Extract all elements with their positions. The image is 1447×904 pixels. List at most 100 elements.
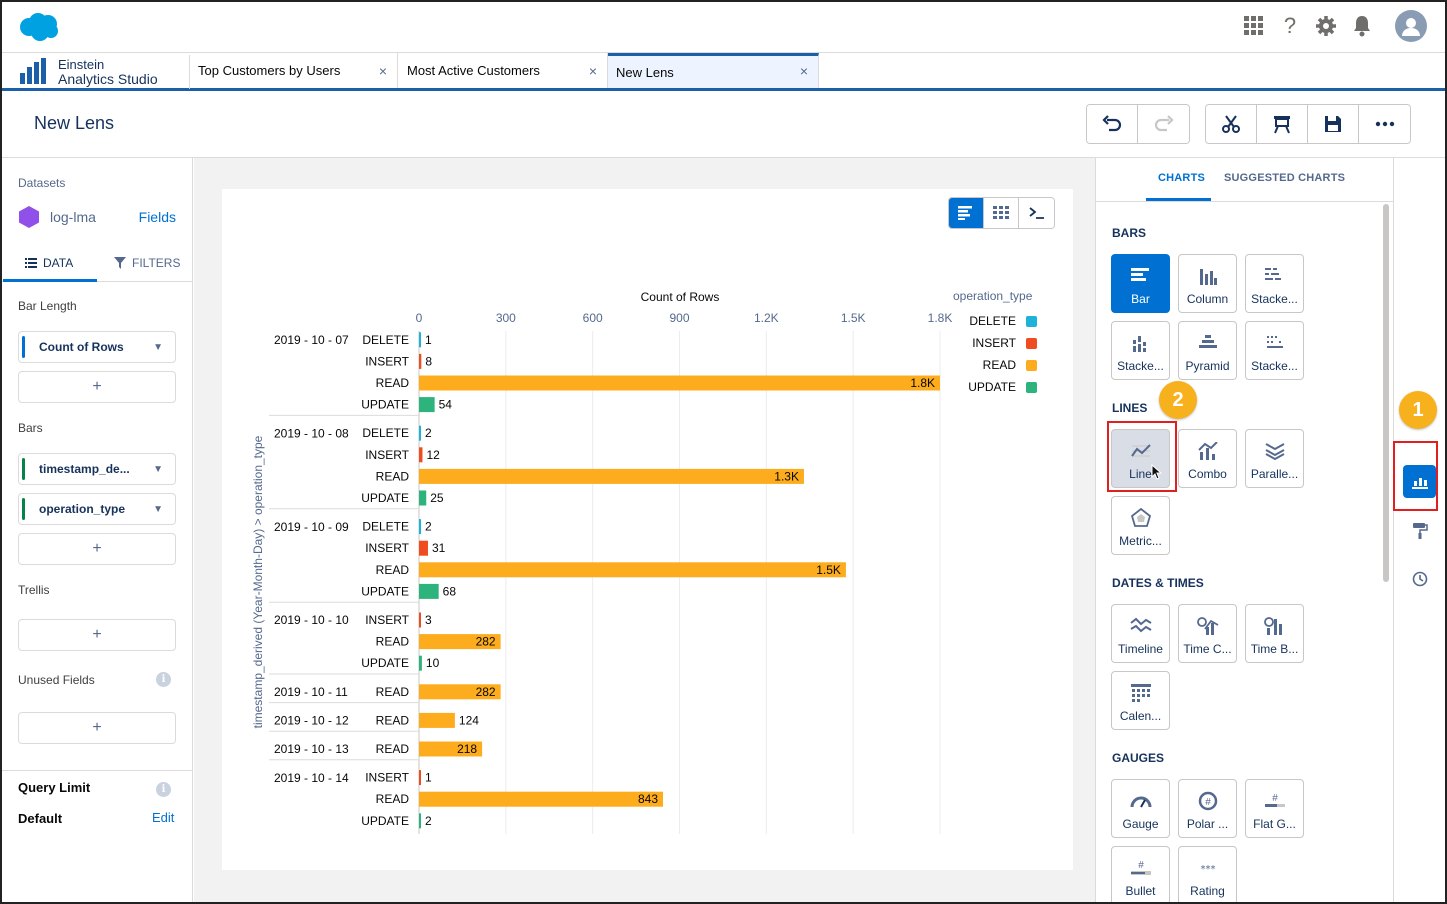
step-badge-2: 2 bbox=[1159, 381, 1197, 419]
chart-type-metric[interactable]: Metric... bbox=[1111, 496, 1170, 555]
bar bbox=[419, 583, 439, 599]
measure-pill[interactable]: Count of Rows ▼ bbox=[18, 331, 176, 363]
chart-type-parallel-coordinates[interactable]: Paralle... bbox=[1245, 429, 1304, 488]
close-icon[interactable]: × bbox=[799, 63, 808, 79]
legend-label: INSERT bbox=[972, 336, 1016, 350]
app-launcher-name[interactable]: Einstein Analytics Studio bbox=[18, 55, 190, 89]
clock-icon bbox=[1412, 571, 1427, 586]
info-icon[interactable]: i bbox=[156, 672, 171, 687]
tab-top-customers[interactable]: Top Customers by Users × bbox=[190, 53, 398, 88]
datasets-label: Datasets bbox=[18, 176, 66, 190]
bar-chart[interactable]: Count of Rows 0 300 600 900 1.2K 1.5K 1.8K times… bbox=[222, 189, 1073, 870]
app-launcher-icon[interactable] bbox=[1243, 11, 1265, 41]
close-icon[interactable]: × bbox=[378, 63, 387, 79]
chevron-down-icon[interactable]: ▼ bbox=[153, 503, 163, 515]
format-rail-button[interactable] bbox=[1403, 514, 1436, 547]
legend-swatch bbox=[1026, 382, 1037, 393]
chart-type-combo[interactable]: Combo bbox=[1178, 429, 1237, 488]
x-tick-label: 300 bbox=[496, 311, 516, 325]
chart-type-polar-gauge[interactable]: # Polar ... bbox=[1178, 779, 1237, 838]
close-icon[interactable]: × bbox=[588, 63, 597, 79]
tab-new-lens[interactable]: New Lens × bbox=[608, 53, 819, 88]
workspace-tab-bar: Einstein Analytics Studio Top Customers … bbox=[0, 53, 1447, 91]
saql-view-button[interactable] bbox=[1019, 198, 1054, 228]
info-icon[interactable]: i bbox=[156, 782, 171, 797]
chart-type-time-combo[interactable]: Time C... bbox=[1178, 604, 1237, 663]
category-label: DELETE bbox=[362, 520, 409, 534]
category-label: INSERT bbox=[365, 771, 409, 785]
data-label: 843 bbox=[638, 792, 658, 806]
add-grouping-button[interactable]: + bbox=[18, 533, 176, 565]
chart-type-bullet[interactable]: # Bullet bbox=[1111, 846, 1170, 904]
chart-type-column[interactable]: Column bbox=[1178, 254, 1237, 313]
parallel-coordinates-icon bbox=[1265, 443, 1284, 460]
chart-type-label: Bar bbox=[1131, 292, 1150, 306]
chart-type-stacked-column[interactable]: Stacke... bbox=[1111, 321, 1170, 380]
add-trellis-button[interactable]: + bbox=[18, 619, 176, 651]
avatar-icon[interactable] bbox=[1395, 10, 1427, 42]
present-button[interactable] bbox=[1257, 105, 1308, 143]
chevron-down-icon[interactable]: ▼ bbox=[153, 341, 163, 353]
y-axis-label: timestamp_derived (Year-Month-Day) > ope… bbox=[251, 435, 265, 728]
table-view-button[interactable] bbox=[984, 198, 1019, 228]
gear-icon[interactable] bbox=[1315, 11, 1337, 41]
help-icon[interactable]: ? bbox=[1283, 13, 1297, 38]
data-label: 54 bbox=[439, 398, 453, 412]
save-button[interactable] bbox=[1308, 105, 1359, 143]
bar-chart-icon bbox=[1130, 268, 1149, 281]
grouping-pill-timestamp[interactable]: timestamp_de... ▼ bbox=[18, 453, 176, 485]
chart-type-label: Flat G... bbox=[1253, 817, 1296, 831]
tab-most-active-customers[interactable]: Most Active Customers × bbox=[399, 53, 608, 88]
chart-picker-tabs: CHARTS SUGGESTED CHARTS bbox=[1096, 158, 1393, 202]
x-tick-label: 1.8K bbox=[928, 311, 953, 325]
tab-data-label: DATA bbox=[43, 256, 74, 270]
chart-type-rating[interactable]: *** Rating bbox=[1178, 846, 1237, 904]
tab-filters-label: FILTERS bbox=[132, 256, 181, 270]
bar bbox=[419, 612, 421, 628]
tab-charts[interactable]: CHARTS bbox=[1158, 172, 1206, 184]
add-measure-button[interactable]: + bbox=[18, 371, 176, 403]
scrollbar-thumb[interactable] bbox=[1383, 204, 1389, 582]
undo-button[interactable] bbox=[1087, 105, 1138, 143]
chart-types-rail-button[interactable] bbox=[1403, 465, 1436, 498]
history-rail-button[interactable] bbox=[1403, 562, 1436, 595]
data-label: 2 bbox=[425, 814, 432, 828]
salesforce-cloud-logo[interactable] bbox=[18, 12, 60, 45]
chart-type-line[interactable]: Line bbox=[1111, 429, 1170, 488]
category-label: DELETE bbox=[362, 333, 409, 347]
redo-button[interactable] bbox=[1138, 105, 1189, 143]
dimension-indicator bbox=[22, 498, 25, 520]
chart-view-button[interactable] bbox=[949, 198, 984, 228]
mouse-pointer-icon bbox=[1151, 463, 1163, 483]
bar bbox=[419, 447, 423, 463]
bar bbox=[419, 770, 421, 786]
fields-link[interactable]: Fields bbox=[138, 209, 176, 225]
chart-type-stacked-percent[interactable]: Stacke... bbox=[1245, 321, 1304, 380]
edit-query-limit-link[interactable]: Edit bbox=[152, 810, 175, 825]
dataset-name[interactable]: log-lma bbox=[50, 209, 96, 225]
scrollbar[interactable] bbox=[1383, 202, 1391, 582]
chart-type-flat-gauge[interactable]: # Flat G... bbox=[1245, 779, 1304, 838]
tab-suggested-charts[interactable]: SUGGESTED CHARTS bbox=[1224, 172, 1346, 184]
add-unused-field-button[interactable]: + bbox=[18, 712, 176, 744]
tab-data[interactable]: DATA bbox=[25, 256, 73, 270]
stacked-percent-icon bbox=[1266, 336, 1283, 348]
page-title[interactable]: New Lens bbox=[34, 113, 115, 133]
bell-icon[interactable] bbox=[1351, 11, 1373, 41]
chart-type-stacked-bar[interactable]: Stacke... bbox=[1245, 254, 1304, 313]
group-label: 2019 - 10 - 13 bbox=[274, 742, 349, 756]
grouping-pill-operation-type[interactable]: operation_type ▼ bbox=[18, 493, 176, 525]
clip-button[interactable] bbox=[1206, 105, 1257, 143]
chart-type-pyramid[interactable]: Pyramid bbox=[1178, 321, 1237, 380]
chart-type-time-bar[interactable]: Time B... bbox=[1245, 604, 1304, 663]
chart-type-calendar-heatmap[interactable]: Calen... bbox=[1111, 671, 1170, 730]
chart-title: Count of Rows bbox=[641, 290, 720, 304]
more-actions-button[interactable] bbox=[1359, 105, 1410, 143]
tab-filters[interactable]: FILTERS bbox=[114, 256, 180, 270]
side-rail bbox=[1393, 158, 1445, 904]
chart-type-timeline[interactable]: Timeline bbox=[1111, 604, 1170, 663]
stacked-bar-icon bbox=[1264, 268, 1281, 280]
chart-type-bar[interactable]: Bar bbox=[1111, 254, 1170, 313]
chevron-down-icon[interactable]: ▼ bbox=[153, 463, 163, 475]
chart-type-gauge[interactable]: Gauge bbox=[1111, 779, 1170, 838]
